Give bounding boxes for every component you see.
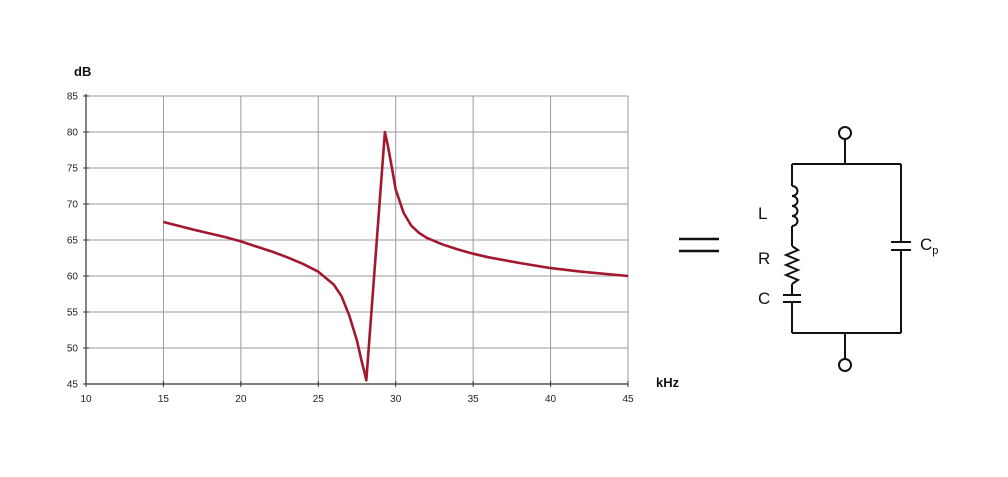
x-tick-label: 35 bbox=[468, 394, 480, 405]
y-tick-label: 70 bbox=[67, 200, 79, 211]
x-tick-label: 30 bbox=[390, 394, 402, 405]
parallel-capacitor-label: Cp bbox=[920, 235, 938, 257]
x-tick-label: 40 bbox=[545, 394, 557, 405]
axes bbox=[83, 94, 629, 387]
resistor-label: R bbox=[758, 249, 770, 268]
y-tick-label: 80 bbox=[67, 128, 79, 139]
equals-sign bbox=[679, 237, 719, 253]
y-tick-label: 65 bbox=[67, 236, 79, 247]
frequency-response-chart: 45 50 55 60 65 70 75 80 85 10 15 20 25 30 35 40 45 dB k… bbox=[67, 64, 680, 405]
equivalent-circuit bbox=[783, 126, 911, 372]
y-tick-label: 75 bbox=[67, 164, 79, 175]
y-tick-label: 85 bbox=[67, 92, 79, 103]
resistor-zigzag-icon bbox=[783, 245, 801, 285]
inductor-label: L bbox=[758, 204, 767, 223]
y-tick-label: 55 bbox=[67, 308, 79, 319]
y-tick-label: 50 bbox=[67, 344, 79, 355]
grid-lines bbox=[86, 95, 629, 384]
y-axis-label: dB bbox=[74, 64, 91, 79]
x-tick-labels: 10 15 20 25 30 35 40 45 bbox=[80, 394, 634, 405]
parallel-capacitor-subscript: p bbox=[932, 245, 938, 257]
y-tick-label: 60 bbox=[67, 272, 79, 283]
response-curve bbox=[163, 130, 629, 382]
bottom-terminal bbox=[838, 358, 852, 372]
parallel-capacitor-letter: C bbox=[920, 235, 932, 254]
x-tick-label: 10 bbox=[80, 394, 92, 405]
top-terminal bbox=[838, 126, 852, 140]
x-tick-label: 25 bbox=[313, 394, 325, 405]
x-tick-label: 15 bbox=[158, 394, 170, 405]
x-axis-label: kHz bbox=[656, 375, 680, 390]
inductor-coil-icon bbox=[791, 185, 799, 227]
x-tick-label: 45 bbox=[622, 394, 634, 405]
y-tick-label: 45 bbox=[67, 380, 79, 391]
y-tick-labels: 45 50 55 60 65 70 75 80 85 bbox=[67, 92, 79, 391]
capacitor-label: C bbox=[758, 289, 770, 308]
x-tick-label: 20 bbox=[235, 394, 247, 405]
